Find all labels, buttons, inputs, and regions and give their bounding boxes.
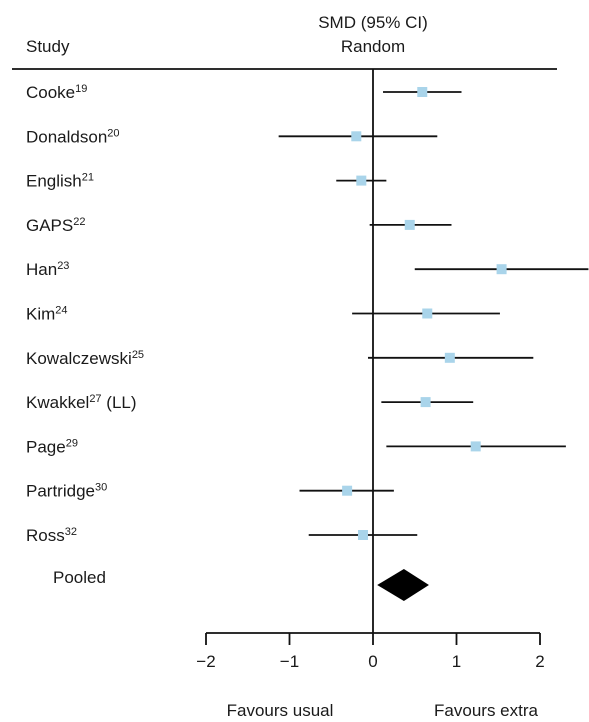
study-name: English xyxy=(26,172,82,191)
study-label: GAPS22 xyxy=(26,216,86,235)
favours-extra-label: Favours extra xyxy=(434,701,538,720)
study-row: English21 xyxy=(26,172,387,191)
study-ref: 24 xyxy=(55,305,67,317)
study-ref: 20 xyxy=(107,127,119,139)
effect-marker xyxy=(422,308,433,319)
study-label: English21 xyxy=(26,172,94,191)
study-label: Han23 xyxy=(26,260,69,279)
study-name: Ross xyxy=(26,526,65,545)
study-ref: 29 xyxy=(66,437,78,449)
study-suffix: (LL) xyxy=(102,393,137,412)
x-tick-label: 2 xyxy=(535,652,544,671)
study-ref: 21 xyxy=(82,172,94,184)
measure-header-line2: Random xyxy=(341,37,405,56)
study-label: Kowalczewski25 xyxy=(26,349,144,368)
study-row: Kim24 xyxy=(26,305,500,324)
study-row: Ross32 xyxy=(26,526,418,545)
study-row: Cooke19 xyxy=(26,83,462,102)
x-tick-label: 0 xyxy=(368,652,377,671)
effect-marker xyxy=(420,397,431,408)
study-row: GAPS22 xyxy=(26,216,452,235)
x-tick-label: −1 xyxy=(280,652,299,671)
effect-marker xyxy=(444,352,455,363)
x-tick-label: 1 xyxy=(452,652,461,671)
study-name: Kowalczewski xyxy=(26,349,132,368)
study-name: Kim xyxy=(26,305,55,324)
measure-header-line1: SMD (95% CI) xyxy=(318,13,428,32)
study-row: Kowalczewski25 xyxy=(26,349,534,368)
study-label: Kim24 xyxy=(26,305,68,324)
study-label: Donaldson20 xyxy=(26,127,120,146)
study-ref: 25 xyxy=(132,349,144,361)
study-column-header: Study xyxy=(26,37,70,56)
study-ref: 30 xyxy=(95,482,107,494)
effect-marker xyxy=(470,441,481,452)
study-ref: 27 xyxy=(89,393,101,405)
study-ref: 32 xyxy=(65,526,77,538)
study-ref: 23 xyxy=(57,260,69,272)
study-ref: 22 xyxy=(73,216,85,228)
x-tick-label: −2 xyxy=(196,652,215,671)
study-label: Partridge30 xyxy=(26,482,107,501)
pooled-label: Pooled xyxy=(53,568,106,587)
study-label: Cooke19 xyxy=(26,83,87,102)
study-row: Page29 xyxy=(26,437,566,456)
study-name: Page xyxy=(26,437,66,456)
study-row: Donaldson20 xyxy=(26,127,438,146)
pooled-row: Pooled xyxy=(53,568,429,601)
effect-marker xyxy=(357,530,368,540)
favours-usual-label: Favours usual xyxy=(227,701,334,720)
study-label: Ross32 xyxy=(26,526,77,545)
study-row: Han23 xyxy=(26,260,589,279)
study-ref: 19 xyxy=(75,83,87,95)
effect-marker xyxy=(356,175,367,186)
effect-marker xyxy=(351,131,362,142)
effect-marker xyxy=(342,485,353,496)
effect-marker xyxy=(404,219,415,230)
study-label: Page29 xyxy=(26,437,78,456)
study-name: Han xyxy=(26,260,57,279)
study-name: Kwakkel xyxy=(26,393,89,412)
study-row: Kwakkel27 (LL) xyxy=(26,393,474,412)
study-row: Partridge30 xyxy=(26,482,394,501)
study-name: Partridge xyxy=(26,482,95,501)
effect-marker xyxy=(496,264,507,275)
effect-marker xyxy=(417,87,428,97)
study-name: Cooke xyxy=(26,83,75,102)
study-label: Kwakkel27 (LL) xyxy=(26,393,137,412)
study-name: GAPS xyxy=(26,216,73,235)
study-name: Donaldson xyxy=(26,127,107,146)
pooled-diamond xyxy=(377,569,429,601)
